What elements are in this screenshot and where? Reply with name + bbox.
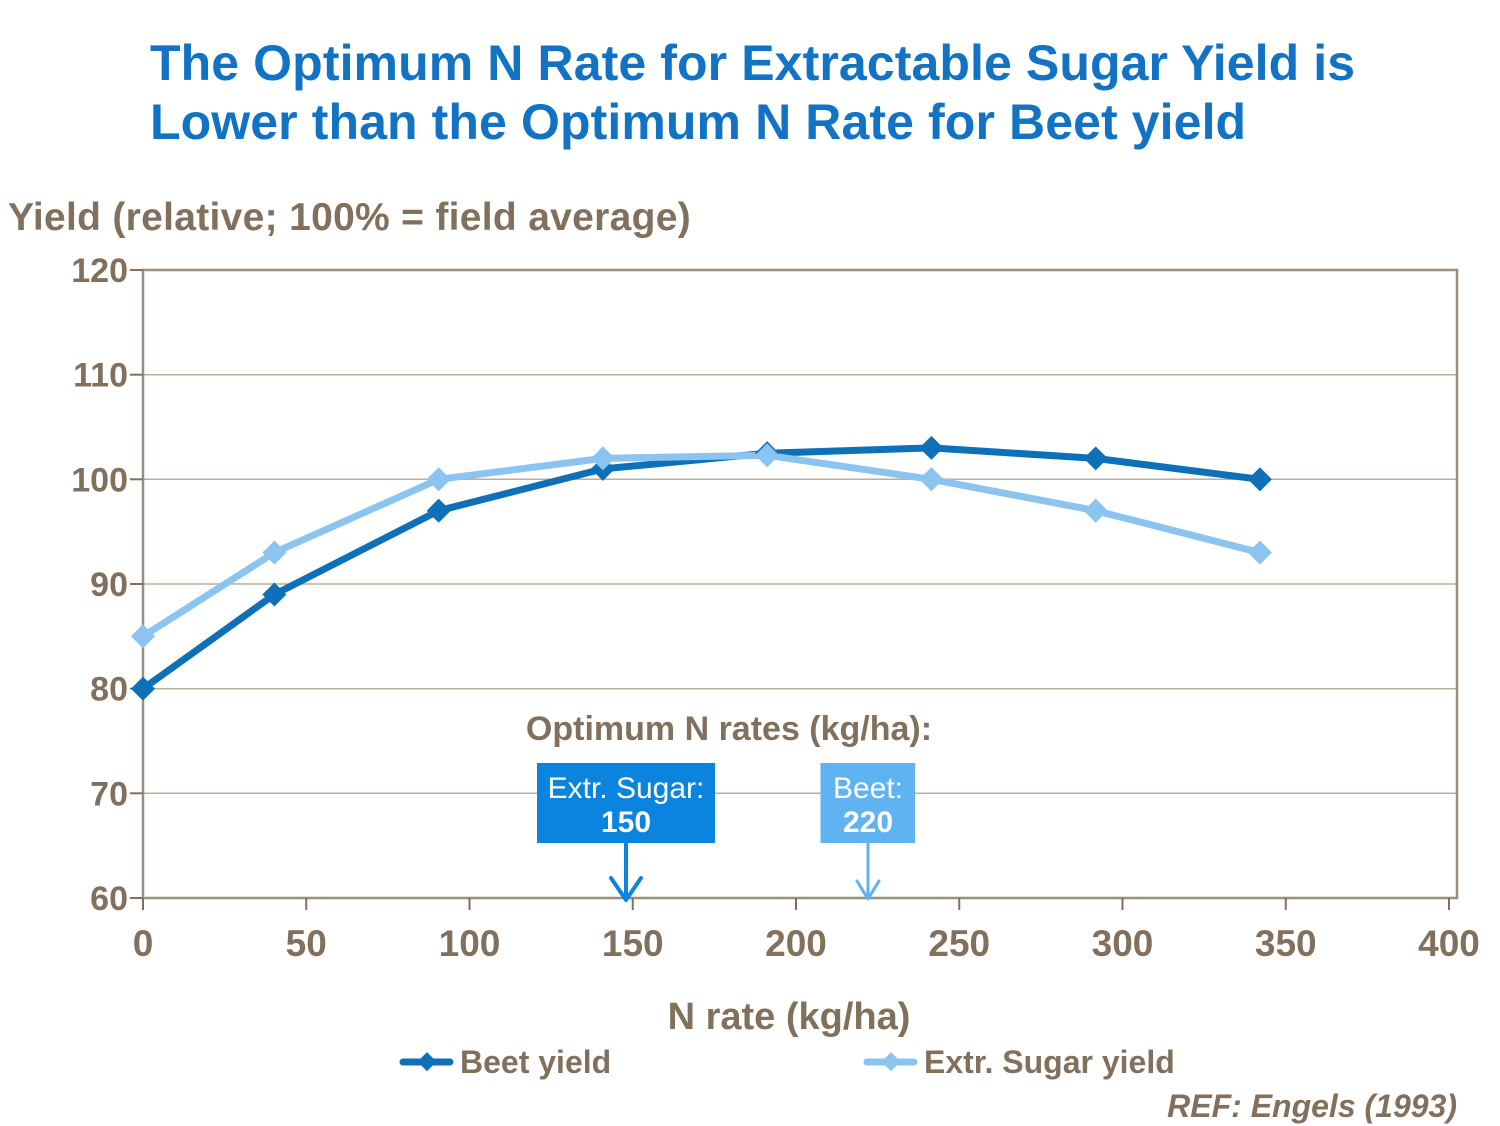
svg-text:150: 150	[602, 923, 664, 964]
svg-text:0: 0	[133, 923, 154, 964]
svg-text:200: 200	[765, 923, 827, 964]
svg-text:80: 80	[90, 671, 128, 709]
svg-text:90: 90	[90, 566, 128, 604]
svg-text:400: 400	[1418, 923, 1480, 964]
svg-text:Extr. Sugar yield: Extr. Sugar yield	[924, 1044, 1175, 1080]
svg-text:100: 100	[439, 923, 501, 964]
svg-text:Beet yield: Beet yield	[460, 1044, 611, 1080]
svg-text:60: 60	[90, 880, 128, 918]
svg-text:150: 150	[601, 806, 651, 839]
svg-text:350: 350	[1255, 923, 1317, 964]
svg-text:70: 70	[90, 775, 128, 813]
svg-text:110: 110	[73, 357, 128, 395]
svg-text:Optimum N rates (kg/ha):: Optimum N rates (kg/ha):	[526, 710, 932, 748]
svg-text:220: 220	[843, 806, 893, 839]
svg-text:Extr. Sugar:: Extr. Sugar:	[548, 772, 705, 805]
svg-text:50: 50	[286, 923, 327, 964]
svg-text:120: 120	[71, 252, 128, 290]
svg-text:300: 300	[1092, 923, 1154, 964]
svg-text:REF: Engels (1993): REF: Engels (1993)	[1167, 1088, 1457, 1124]
svg-text:100: 100	[71, 461, 128, 499]
svg-text:N rate (kg/ha): N rate (kg/ha)	[668, 996, 911, 1038]
svg-text:Beet:: Beet:	[833, 772, 903, 805]
svg-text:250: 250	[928, 923, 990, 964]
